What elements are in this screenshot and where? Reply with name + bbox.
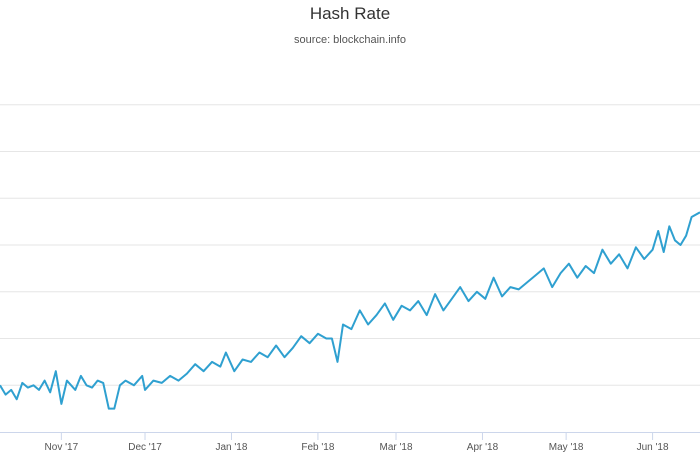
x-tick-label: Jun '18 [637, 442, 669, 453]
series-group [0, 211, 700, 410]
chart-gridlines [0, 104, 700, 386]
x-tick-label: Feb '18 [301, 442, 334, 453]
x-axis: Nov '17 Dec '17 Jan '18 Feb '18 Mar '18 Apr '… [0, 432, 700, 453]
x-tick-label: Jan '18 [216, 442, 248, 453]
hash-rate-line [0, 211, 700, 410]
x-tick-label: Apr '18 [467, 442, 499, 453]
x-tick-label: May '18 [549, 442, 584, 453]
x-tick-label: Nov '17 [45, 442, 79, 453]
chart-subtitle: source: blockchain.info [294, 34, 406, 46]
x-tick-label: Mar '18 [379, 442, 412, 453]
x-tick-label: Dec '17 [128, 442, 162, 453]
chart-title: Hash Rate [309, 4, 391, 23]
